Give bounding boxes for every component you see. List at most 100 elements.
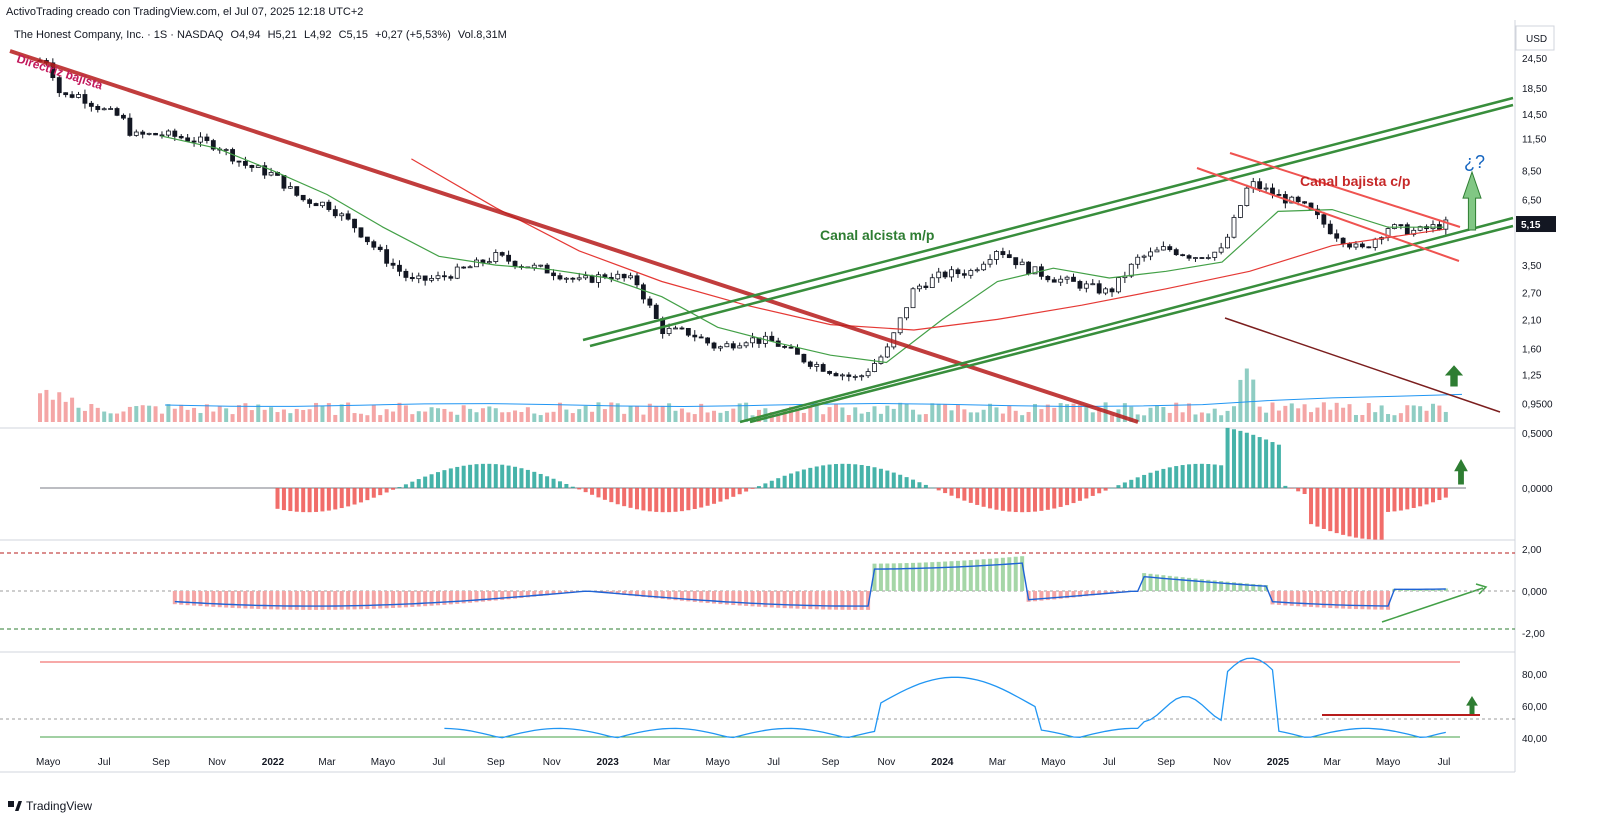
time-tick-label: Nov	[208, 757, 226, 768]
osc2-bar	[269, 591, 274, 610]
volume-bar	[654, 406, 659, 422]
volume-bar	[840, 407, 845, 422]
volume-bar	[500, 412, 505, 422]
osc1-bar	[891, 472, 896, 488]
volume-bar	[1231, 406, 1236, 422]
time-tick-label: Sep	[822, 757, 840, 768]
osc1-bar	[660, 488, 665, 513]
candle-body	[1404, 224, 1410, 235]
candle-body	[506, 254, 512, 262]
osc1-bar	[1437, 488, 1442, 501]
symbol-name[interactable]: The Honest Company, Inc. · 1S · NASDAQ	[14, 29, 224, 41]
candle-body	[859, 375, 865, 378]
candle-body	[262, 165, 268, 176]
osc1-bar	[988, 488, 993, 509]
osc2-bar	[1270, 591, 1275, 605]
candle-body	[827, 370, 832, 374]
volume-trendline	[1224, 317, 1501, 413]
osc1-bar	[763, 483, 768, 488]
volume-bar	[288, 413, 293, 422]
volume-bar	[557, 402, 562, 422]
osc2-bar	[172, 591, 177, 605]
osc2-bar	[1347, 591, 1352, 609]
volume-bar	[243, 403, 248, 422]
volume-bar	[1373, 412, 1378, 422]
candle-body	[121, 114, 126, 119]
osc2-bar	[333, 591, 338, 610]
osc1-bar	[1148, 472, 1153, 488]
time-tick-label: Sep	[152, 757, 170, 768]
volume-bar	[115, 413, 120, 422]
short-channel-upper-b	[1229, 152, 1461, 228]
osc3-tick-label: 80,00	[1522, 670, 1547, 681]
osc2-bar	[1251, 583, 1256, 591]
volume-bar	[1013, 410, 1018, 422]
chart-canvas[interactable]: USD 24,50 18,50 14,50 11,50 8,50 6,50 5,15 3,50 2…	[0, 20, 1600, 800]
volume-bar	[981, 409, 986, 422]
volume-bar	[532, 413, 537, 422]
osc2-bar	[1161, 575, 1166, 591]
candle-body	[1257, 181, 1263, 190]
last-price-tag	[1516, 216, 1556, 233]
osc1-bar	[346, 488, 351, 507]
osc2-bar	[885, 563, 890, 591]
candle-body	[981, 263, 987, 271]
osc2-bar	[480, 591, 485, 602]
volume-bar	[403, 405, 408, 422]
osc2-bar	[1154, 574, 1159, 591]
osc2-bar	[204, 591, 209, 607]
osc1-bar	[294, 488, 299, 512]
osc1-bar	[371, 488, 376, 498]
volume-bar	[641, 414, 646, 422]
arrow-up-icon	[1462, 170, 1482, 231]
currency-label: USD	[1526, 34, 1547, 45]
candle-body	[108, 108, 114, 110]
volume-bar	[911, 409, 916, 422]
volume-bar	[1142, 415, 1147, 422]
osc1-bar	[281, 488, 286, 511]
osc1-bar	[1366, 488, 1371, 540]
volume-bar	[1264, 412, 1269, 422]
annotation-canal-bajista: Canal bajista c/p	[1300, 173, 1410, 189]
osc2-bar	[634, 591, 639, 597]
volume-bar	[692, 414, 697, 422]
volume-bar	[577, 409, 582, 422]
osc1-bar	[923, 484, 928, 488]
osc2-bar	[1225, 581, 1230, 591]
candle-body	[1090, 283, 1096, 286]
candle-body	[1141, 255, 1147, 258]
osc2-bar	[1309, 591, 1314, 608]
osc1-bar	[358, 488, 363, 503]
volume-bar	[1020, 415, 1025, 422]
osc1-bar	[378, 488, 383, 496]
tradingview-logo-icon	[8, 801, 22, 811]
candle-body	[897, 317, 903, 334]
osc2-bar	[256, 591, 261, 609]
candle-body	[172, 130, 178, 137]
osc2-bar	[923, 562, 928, 591]
osc1-bar	[724, 488, 729, 500]
osc1-bar	[878, 468, 883, 488]
osc2-bar	[975, 559, 980, 591]
candle-body	[326, 201, 332, 210]
osc2-bar	[724, 591, 729, 605]
osc1-bar	[1231, 429, 1236, 488]
osc1-bar	[1225, 427, 1230, 488]
volume-bar	[1000, 413, 1005, 422]
candle-body	[1128, 263, 1134, 277]
candle-body	[923, 285, 929, 288]
osc1-bar	[1097, 488, 1102, 494]
trendline-directriz-bajista	[9, 49, 1139, 424]
osc1-bar	[667, 488, 672, 513]
osc1-bar	[904, 477, 909, 488]
volume-bar	[744, 402, 749, 422]
osc2-bar	[1276, 591, 1281, 605]
osc2-bar	[1058, 591, 1063, 599]
osc2-bar	[557, 591, 562, 594]
osc2-bar	[699, 591, 704, 603]
osc2-bar	[378, 591, 383, 609]
arrow-up-icon	[1466, 696, 1478, 716]
osc2-bar	[949, 561, 954, 591]
osc2-bar	[968, 560, 973, 591]
volume-bar	[699, 403, 704, 422]
